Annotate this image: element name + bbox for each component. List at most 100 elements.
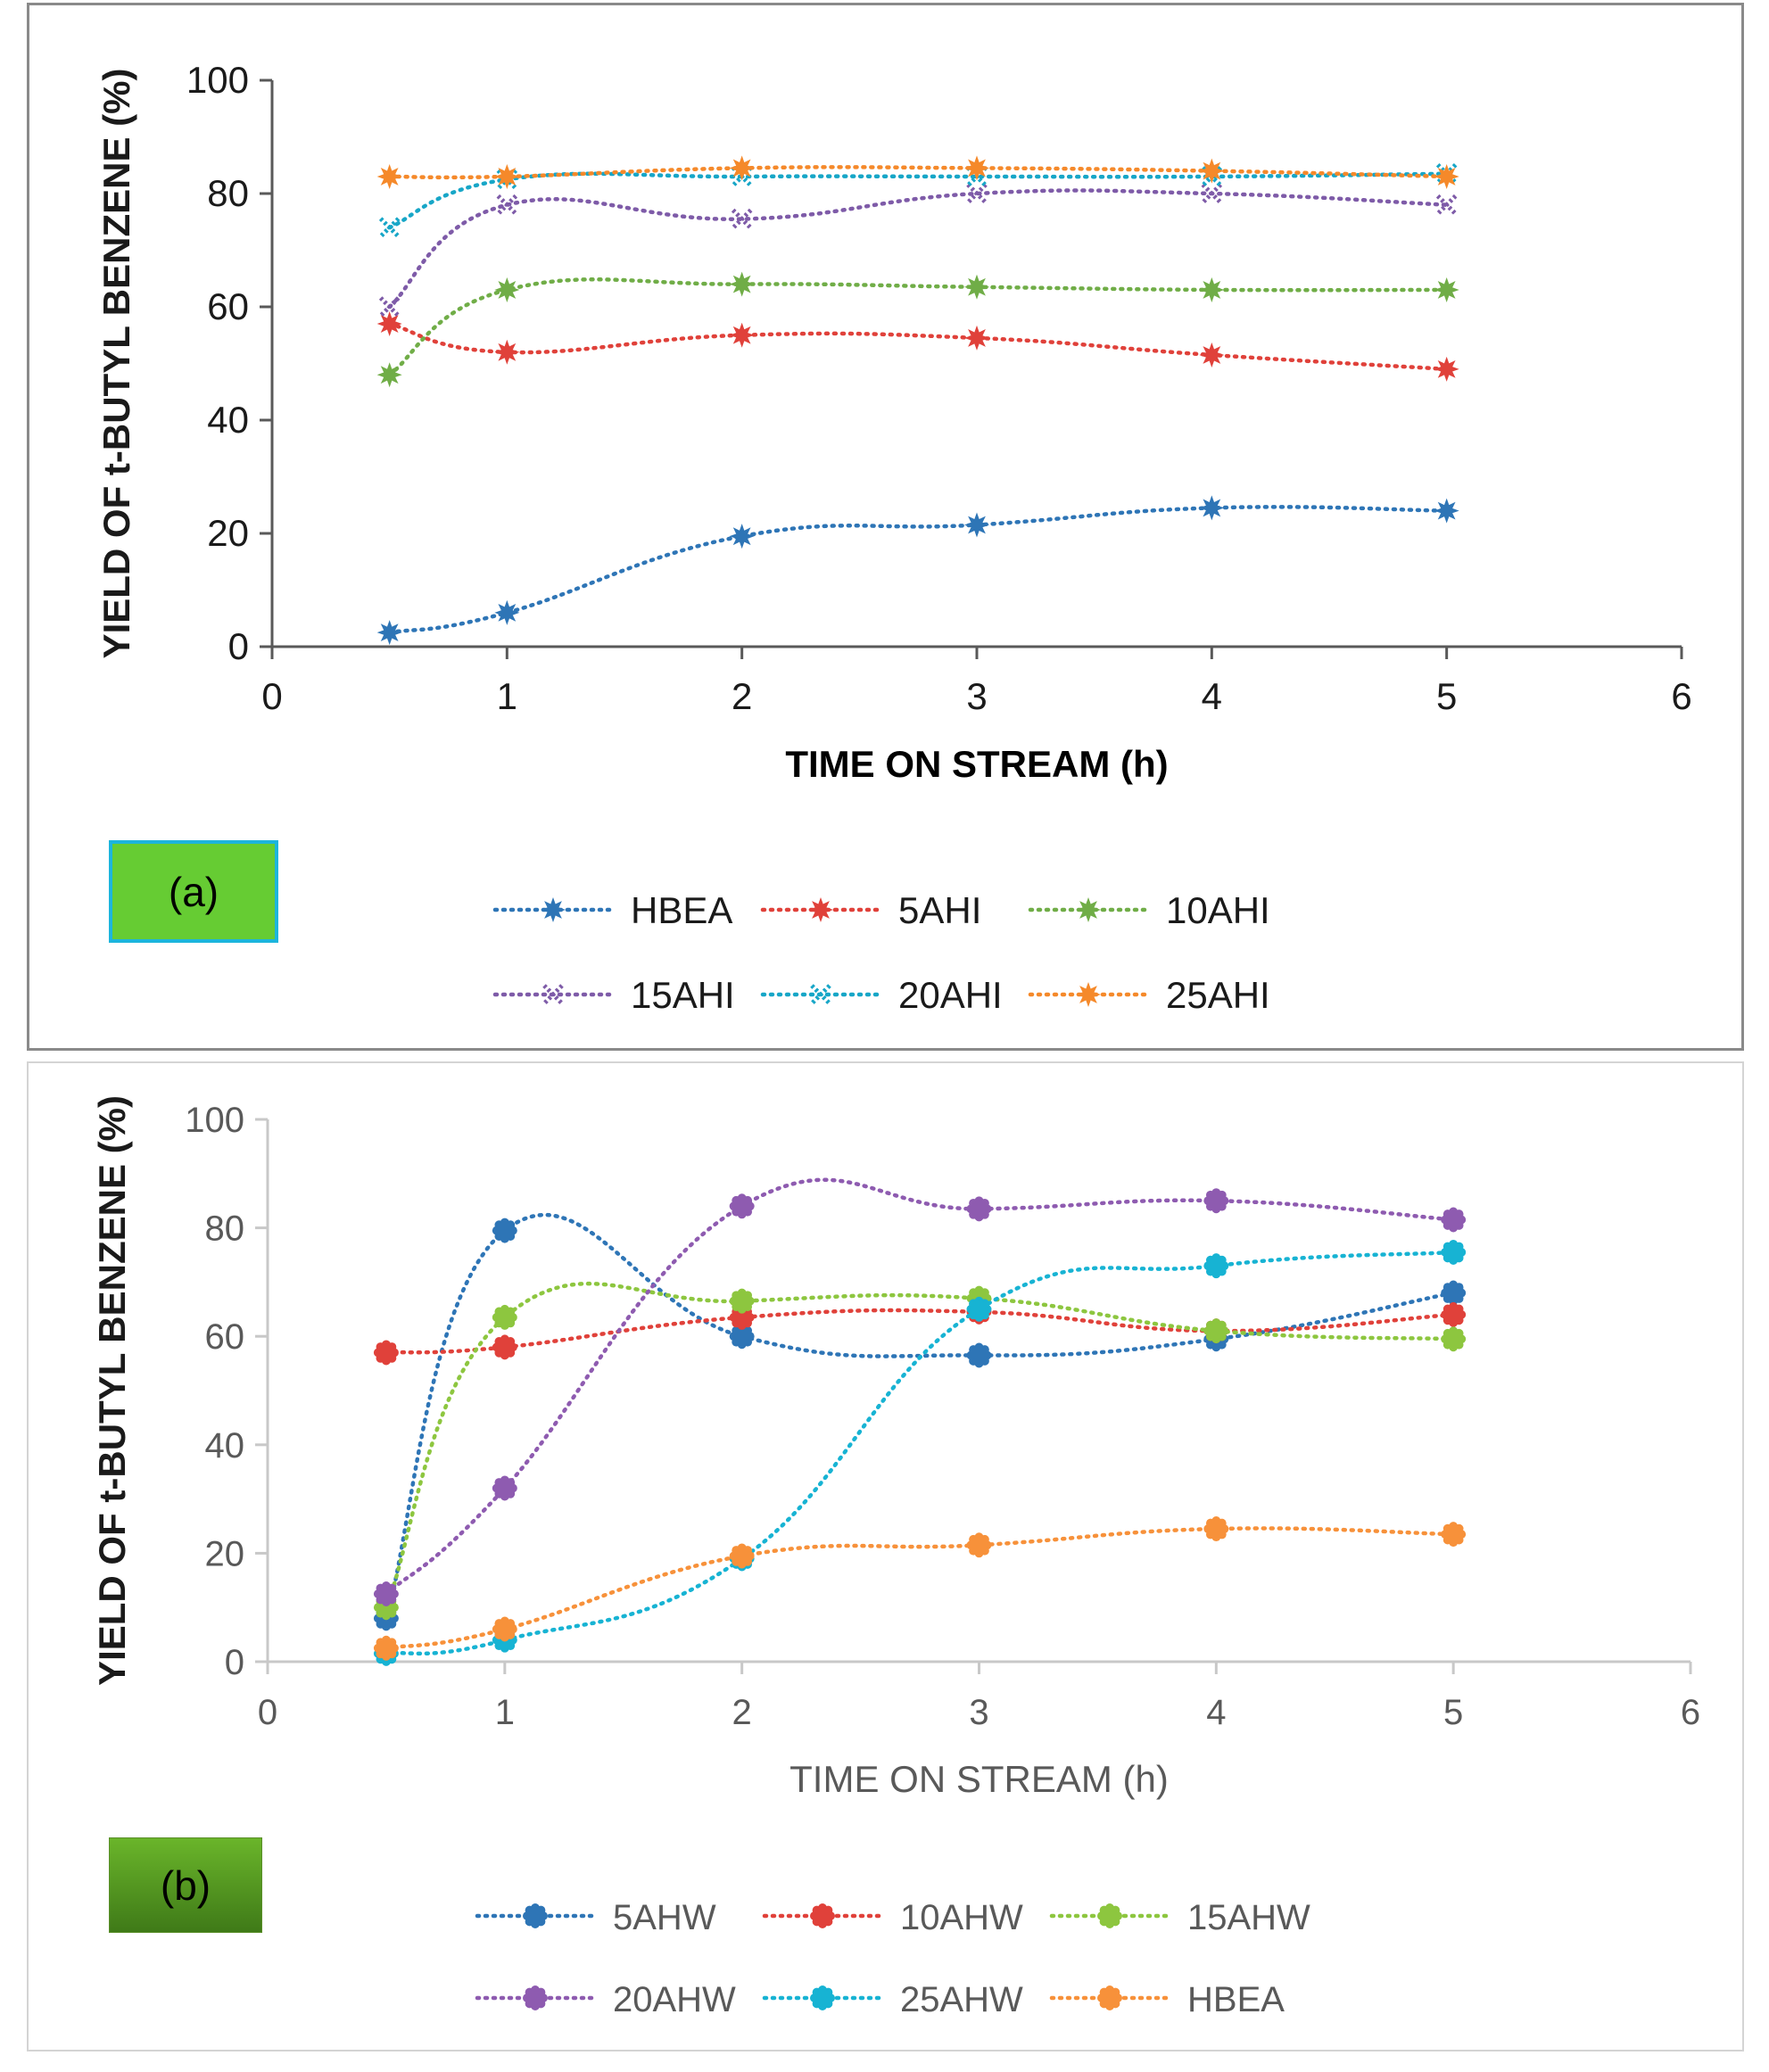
- chart-b-point-hbea-5: [1441, 1522, 1467, 1548]
- chart-a-legend-label-hbea: HBEA: [631, 889, 732, 931]
- chart-b-series-5ahw: [373, 1212, 1467, 1631]
- chart-b-y-tick-label: 80: [205, 1209, 245, 1249]
- chart-b-y-tick-label: 20: [205, 1534, 245, 1573]
- chart-b-point-5ahw-2: [729, 1324, 755, 1350]
- chart-a-y-tick-label: 0: [228, 625, 249, 667]
- chart-a-x-tick-label: 1: [497, 675, 517, 717]
- chart-b-legend-label-15ahw: 15AHW: [1187, 1898, 1310, 1937]
- chart-a-point-25ahi-5: [1434, 163, 1459, 189]
- chart-b-x-tick-label: 0: [258, 1693, 277, 1732]
- chart-b-y-tick-label: 60: [205, 1317, 245, 1357]
- chart-a-y-tick-label: 80: [207, 172, 249, 214]
- chart-a-legend-label-5ahi: 5AHI: [898, 889, 981, 931]
- chart-b-point-20ahw-2: [729, 1193, 755, 1219]
- chart-a-point-15ahi-0: [378, 296, 401, 318]
- chart-a-x-tick-label: 4: [1202, 675, 1222, 717]
- chart-b-legend-marker: [523, 1903, 548, 1928]
- chart-a-y-axis-title: YIELD OF t-BUTYL BENZENE (%): [95, 69, 137, 659]
- chart-b-legend-item-hbea: HBEA: [1049, 1980, 1285, 2019]
- chart-a-point-25ahi-4: [1199, 158, 1225, 184]
- chart-b-line-20ahw: [384, 1177, 1456, 1597]
- chart-a-line-15ahi: [387, 188, 1449, 310]
- chart-a-y-tick-label: 20: [207, 512, 249, 554]
- chart-a-legend-marker: [542, 984, 564, 1005]
- chart-a-series-25ahi: [376, 155, 1459, 189]
- panel-label-b: (b): [109, 1837, 262, 1933]
- chart-b-point-20ahw-1: [492, 1475, 517, 1501]
- chart-a-point-5ahi-1: [494, 339, 520, 365]
- chart-b-point-hbea-2: [729, 1543, 755, 1569]
- chart-a-point-10ahi-1: [494, 277, 520, 302]
- chart-a-line-hbea: [387, 505, 1449, 635]
- chart-a-point-hbea-1: [494, 599, 520, 625]
- chart-a-legend-label-10ahi: 10AHI: [1166, 889, 1270, 931]
- chart-b-point-10ahw-0: [373, 1340, 399, 1366]
- chart-a-x-tick-label: 3: [966, 675, 987, 717]
- chart-a-series-5ahi: [376, 311, 1459, 382]
- chart-a-legend-label-25ahi: 25AHI: [1166, 974, 1270, 1016]
- chart-a-x-tick-label: 5: [1436, 675, 1457, 717]
- chart-a: 0 20 40 60 80 100 0 1 2 3 4 5 6 TIME ON STREAM (h) YIE…: [95, 59, 1692, 1016]
- chart-a-point-5ahi-5: [1434, 356, 1459, 382]
- chart-a-point-15ahi-5: [1435, 194, 1458, 216]
- chart-a-series-hbea: [376, 495, 1459, 646]
- chart-b-legend-label-25ahw: 25AHW: [900, 1980, 1023, 2019]
- chart-b-point-25ahw-4: [1203, 1253, 1229, 1279]
- chart-a-point-10ahi-2: [729, 271, 755, 297]
- chart-b-legend-label-10ahw: 10AHW: [900, 1898, 1023, 1937]
- chart-b-x-tick-label: 6: [1681, 1693, 1700, 1732]
- chart-a-point-5ahi-4: [1199, 342, 1225, 367]
- chart-a-point-hbea-0: [376, 620, 402, 646]
- chart-b-point-hbea-0: [373, 1635, 399, 1661]
- chart-a-point-hbea-2: [729, 524, 755, 549]
- chart-a-legend-marker: [1076, 982, 1101, 1007]
- chart-b-point-hbea-4: [1203, 1516, 1229, 1542]
- chart-b: 0 20 40 60 80 100 0 1 2 3 4 5 6 TIME ON STREAM (h) YIE…: [91, 1095, 1700, 2019]
- chart-b-legend-item-25ahw: 25AHW: [762, 1980, 1023, 2019]
- chart-a-point-hbea-4: [1199, 495, 1225, 521]
- chart-b-x-tick-label: 5: [1443, 1693, 1463, 1732]
- chart-a-series-10ahi: [376, 271, 1459, 388]
- chart-a-point-25ahi-0: [376, 163, 402, 189]
- chart-a-legend-marker: [810, 984, 831, 1005]
- chart-a-point-15ahi-1: [496, 194, 518, 216]
- chart-b-line-15ahw: [384, 1281, 1456, 1610]
- chart-a-legend-marker: [541, 897, 566, 922]
- chart-a-x-tick-label: 0: [261, 675, 282, 717]
- chart-a-point-25ahi-3: [964, 155, 989, 181]
- chart-b-series-25ahw: [373, 1239, 1467, 1666]
- chart-b-point-25ahw-3: [966, 1296, 992, 1322]
- chart-b-x-axis-title: TIME ON STREAM (h): [789, 1758, 1169, 1800]
- chart-b-x-tick-label: 2: [732, 1693, 752, 1732]
- chart-b-y-tick-label: 40: [205, 1426, 245, 1465]
- chart-a-point-15ahi-3: [966, 183, 988, 204]
- chart-a-point-5ahi-0: [376, 311, 402, 337]
- chart-a-line-10ahi: [387, 277, 1449, 377]
- chart-b-point-5ahw-1: [492, 1218, 517, 1243]
- chart-b-line-5ahw: [384, 1212, 1456, 1621]
- chart-b-y-tick-label: 0: [225, 1643, 244, 1682]
- chart-b-legend-label-5ahw: 5AHW: [613, 1898, 716, 1937]
- chart-b-legend-item-15ahw: 15AHW: [1049, 1898, 1310, 1937]
- chart-a-series-15ahi: [378, 183, 1458, 318]
- chart-b-legend-marker: [523, 1985, 548, 2010]
- chart-b-point-15ahw-1: [492, 1304, 517, 1330]
- chart-b-point-20ahw-3: [966, 1196, 992, 1222]
- chart-b-series-15ahw: [373, 1281, 1467, 1621]
- chart-b-point-5ahw-5: [1441, 1280, 1467, 1306]
- chart-a-legend-item-20ahi: 20AHI: [760, 974, 1003, 1016]
- chart-a-point-15ahi-4: [1201, 183, 1223, 204]
- chart-b-point-5ahw-3: [966, 1342, 992, 1368]
- chart-a-legend-label-20ahi: 20AHI: [898, 974, 1003, 1016]
- chart-a-point-10ahi-3: [964, 274, 989, 300]
- chart-b-x-tick-label: 4: [1206, 1693, 1226, 1732]
- chart-b-point-hbea-1: [492, 1616, 517, 1642]
- chart-b-x-tick-label: 3: [969, 1693, 988, 1732]
- chart-b-legend-marker: [810, 1903, 835, 1928]
- chart-b-y-tick-label: 100: [185, 1101, 244, 1140]
- chart-b-legend-item-10ahw: 10AHW: [762, 1898, 1023, 1937]
- chart-a-point-hbea-3: [964, 512, 989, 538]
- chart-b-line-10ahw: [384, 1308, 1456, 1355]
- chart-a-legend-item-hbea: HBEA: [492, 889, 732, 931]
- chart-b-series-20ahw: [373, 1177, 1467, 1606]
